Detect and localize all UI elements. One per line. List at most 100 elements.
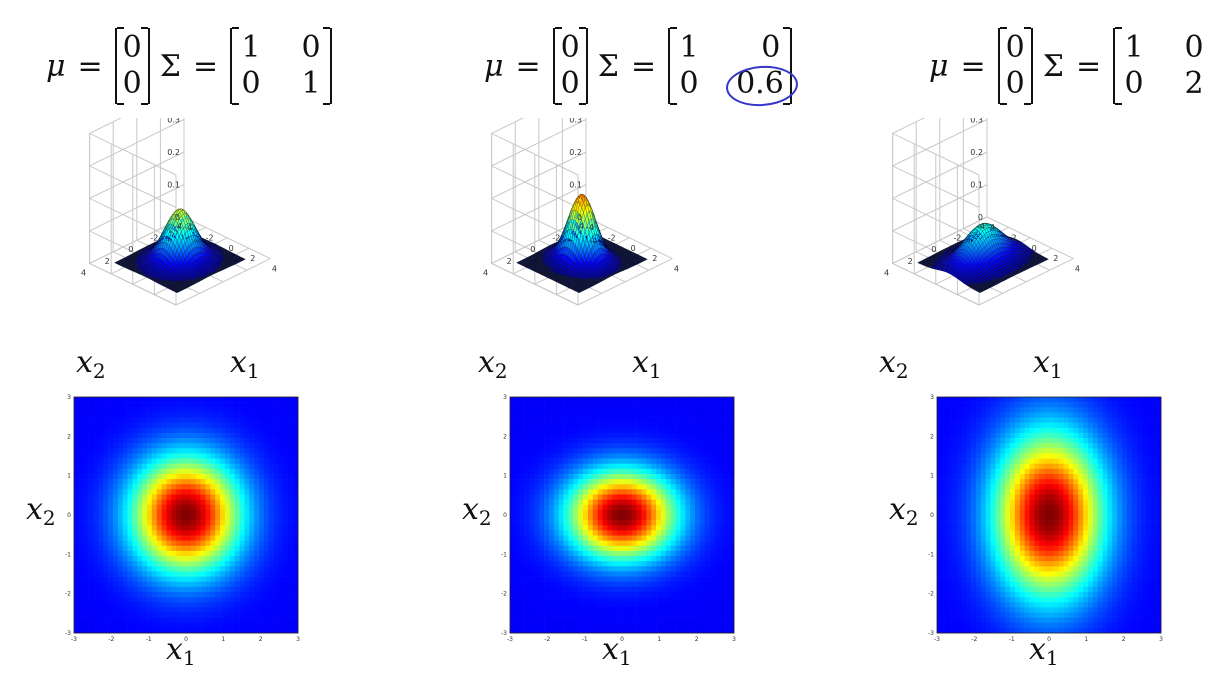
heatmap-cell (195, 453, 201, 459)
heatmap-cell (88, 586, 94, 593)
heatmap-cell (171, 591, 177, 598)
heatmap-cell (283, 597, 289, 603)
heatmap-cell (147, 602, 153, 608)
heatmap-cell (112, 612, 119, 618)
heatmap-cell (529, 566, 535, 572)
heatmap-cell (176, 586, 182, 593)
heatmap-cell (112, 402, 119, 408)
x2-tick-label: 2 (105, 257, 110, 266)
heatmap-cell (288, 402, 294, 408)
heatmap-cell (514, 412, 521, 418)
grid-line (88, 118, 177, 176)
heatmap-cell (147, 427, 153, 434)
heatmap-cell (510, 597, 516, 603)
heatmap-cell (78, 515, 85, 521)
heatmap-cell (273, 499, 279, 506)
heatmap-cell (510, 622, 516, 629)
heatmap-cell (548, 504, 555, 511)
heatmap-cell (548, 566, 555, 572)
heatmap-cell (166, 427, 172, 434)
heatmap-cell (239, 412, 245, 418)
heatmap-cell (244, 540, 250, 547)
heatmap-cell (529, 504, 535, 511)
heatmap-cell (190, 432, 197, 439)
heatmap-cell (215, 561, 221, 567)
heatmap-cell (529, 535, 535, 541)
heatmap-cell (74, 489, 80, 495)
heatmap-cell (132, 453, 138, 459)
x1-tick-label: -2 (206, 233, 214, 242)
heatmap-cell (147, 473, 153, 480)
heatmap-cell (234, 484, 240, 490)
heatmap-cell (161, 397, 167, 403)
heatmap-cell (74, 448, 80, 454)
heatmap-cell (534, 458, 540, 464)
heatmap-cell (103, 581, 109, 588)
heatmap-cell (510, 504, 516, 511)
heatmap-cell (259, 535, 265, 541)
heatmap-cell (529, 412, 535, 418)
heatmap-cell (544, 597, 550, 603)
heatmap-cell (205, 591, 211, 598)
heatmap-cell (156, 463, 162, 470)
heatmap-cell (524, 407, 530, 413)
heatmap-cell (524, 550, 530, 557)
heatmap-cell (117, 412, 123, 418)
heatmap-cell (548, 422, 555, 429)
heatmap-cell (161, 473, 167, 480)
heatmap-cell (259, 494, 265, 500)
heatmap-cell (161, 530, 167, 536)
heatmap-cell (288, 448, 294, 454)
heatmap-cell (534, 504, 540, 511)
heatmap-cell (244, 432, 250, 439)
heatmap-cell (112, 530, 119, 536)
heatmap-cell (190, 402, 197, 408)
heatmap-cell (186, 463, 192, 470)
x2-tick-label: -4 (576, 222, 584, 231)
heatmap-cell (137, 597, 143, 603)
heatmap-cell (273, 607, 279, 613)
heatmap-cell (229, 602, 235, 608)
heatmap-cell (273, 530, 279, 536)
heatmap-cell (137, 427, 143, 434)
heatmap-cell (548, 458, 555, 464)
heatmap-cell (510, 607, 516, 613)
heatmap-cell (268, 520, 274, 526)
heatmap-cell (514, 607, 521, 613)
heatmap-cell (215, 479, 221, 485)
heatmap-cell (510, 484, 516, 490)
heatmap-cell (78, 407, 85, 413)
heatmap-cell (147, 484, 153, 490)
heatmap-cell (278, 556, 284, 562)
heatmap-cell (147, 561, 153, 567)
heatmap-cell (514, 525, 521, 531)
heatmap-cell (98, 463, 104, 470)
heatmap-cell (176, 407, 182, 413)
heatmap-cell (186, 561, 192, 567)
heatmap-cell (288, 525, 294, 531)
heatmap-cell (147, 571, 153, 577)
heatmap-cell (142, 556, 148, 562)
heatmap-cell (544, 622, 550, 629)
heatmap-cell (98, 581, 104, 588)
heatmap-cell (529, 509, 535, 516)
heatmap-cell (137, 576, 143, 582)
heatmap-cell (215, 448, 221, 454)
heatmap-cell (288, 545, 294, 552)
heatmap-cell (510, 479, 516, 485)
heatmap-cell (210, 622, 216, 629)
heatmap-cell (283, 463, 289, 470)
heatmap-cell (288, 622, 294, 629)
heatmap-cell (534, 586, 540, 593)
heatmap-cell (268, 484, 274, 490)
heatmap-cell (510, 525, 516, 531)
heatmap-cell (127, 520, 133, 526)
heatmap-cell (249, 617, 255, 624)
heatmap-cell (108, 422, 114, 429)
heatmap-cell (539, 591, 545, 598)
heatmap-cell (117, 591, 123, 598)
heatmap-cell (288, 489, 294, 495)
heatmap-cell (74, 509, 80, 516)
heatmap-cell (239, 586, 245, 593)
